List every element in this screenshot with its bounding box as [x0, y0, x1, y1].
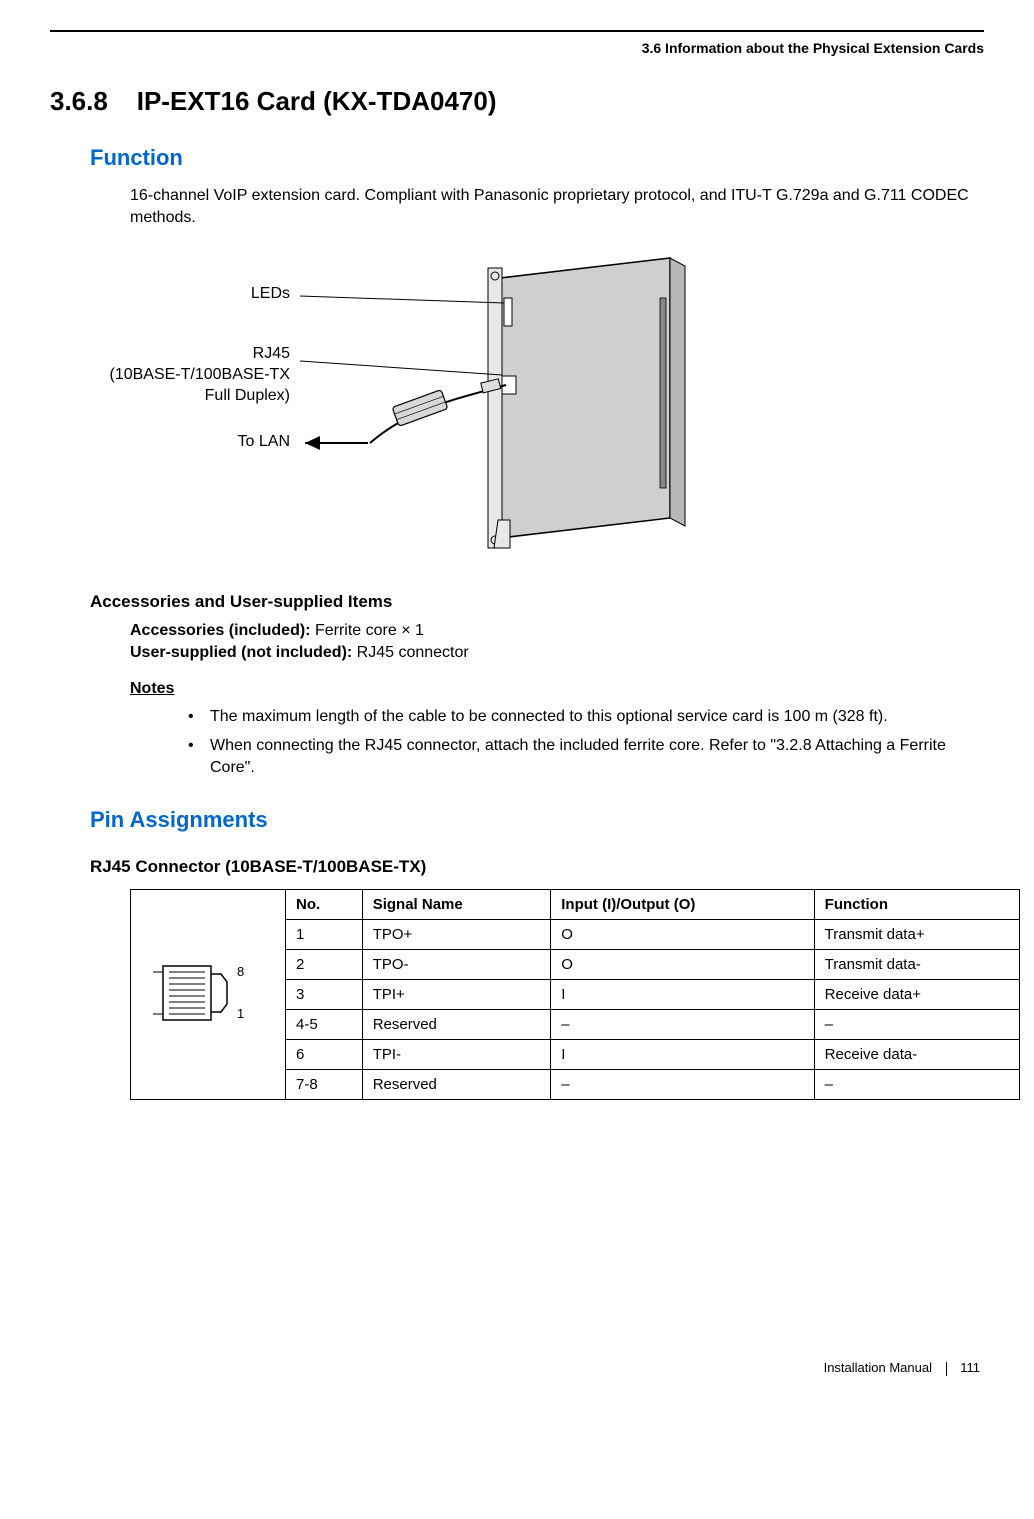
- section-number: 3.6.8: [50, 86, 108, 116]
- col-no: No.: [286, 890, 363, 920]
- notes-heading: Notes: [130, 680, 984, 698]
- running-head: 3.6 Information about the Physical Exten…: [50, 40, 984, 56]
- user-supplied: User-supplied (not included): RJ45 conne…: [130, 644, 984, 662]
- notes-list: The maximum length of the cable to be co…: [130, 706, 974, 779]
- section-heading: 3.6.8 IP-EXT16 Card (KX-TDA0470): [50, 86, 984, 117]
- connector-diagram-cell: 8 1: [131, 890, 286, 1100]
- pin-heading: Pin Assignments: [90, 807, 984, 833]
- rj45-connector-icon: 8 1: [141, 948, 251, 1038]
- list-item: The maximum length of the cable to be co…: [170, 706, 974, 728]
- function-heading: Function: [90, 145, 984, 171]
- accessories-included: Accessories (included): Ferrite core × 1: [130, 622, 984, 640]
- top-rule: [50, 30, 984, 32]
- pin-table: 8 1 No. Signal Name Input (I)/Output (O)…: [130, 889, 1020, 1100]
- function-text: 16-channel VoIP extension card. Complian…: [130, 185, 974, 228]
- svg-text:8: 8: [237, 964, 244, 979]
- pin-subhead: RJ45 Connector (10BASE-T/100BASE-TX): [90, 857, 984, 877]
- col-io: Input (I)/Output (O): [551, 890, 814, 920]
- footer-text: Installation Manual: [824, 1360, 932, 1375]
- diagram-label-leds: LEDs: [130, 284, 290, 305]
- footer: Installation Manual 111: [50, 1360, 984, 1376]
- col-signal: Signal Name: [362, 890, 551, 920]
- diagram-label-to-lan: To LAN: [130, 432, 290, 453]
- footer-sep: [946, 1362, 947, 1376]
- table-header-row: 8 1 No. Signal Name Input (I)/Output (O)…: [131, 890, 1020, 920]
- pin-table-wrap: 8 1 No. Signal Name Input (I)/Output (O)…: [130, 889, 984, 1100]
- list-item: When connecting the RJ45 connector, atta…: [170, 735, 974, 780]
- svg-text:1: 1: [237, 1006, 244, 1021]
- col-func: Function: [814, 890, 1019, 920]
- footer-page: 111: [960, 1360, 980, 1375]
- card-diagram: LEDs RJ45 (10BASE-T/100BASE-TX Full Dupl…: [130, 248, 770, 568]
- accessories-heading: Accessories and User-supplied Items: [90, 592, 984, 612]
- diagram-label-rj45: RJ45 (10BASE-T/100BASE-TX Full Duplex): [90, 344, 290, 406]
- section-title: IP-EXT16 Card (KX-TDA0470): [137, 86, 497, 116]
